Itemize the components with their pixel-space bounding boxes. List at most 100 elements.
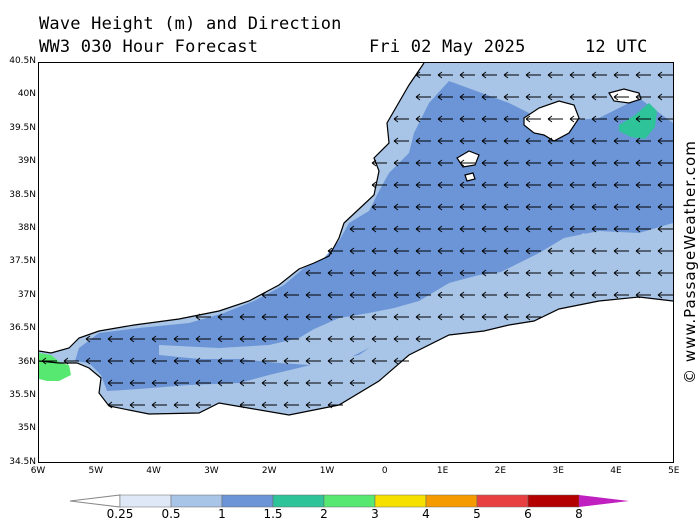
direction-arrow: [239, 313, 255, 321]
direction-arrow: [349, 335, 365, 343]
direction-arrow: [525, 291, 541, 299]
direction-arrow: [283, 291, 299, 299]
direction-arrow: [591, 93, 607, 101]
direction-arrow: [459, 247, 475, 255]
direction-arrow: [635, 71, 651, 79]
direction-arrow: [525, 181, 541, 189]
direction-arrow: [525, 225, 541, 233]
direction-arrow: [613, 159, 629, 167]
direction-arrow: [151, 335, 167, 343]
direction-arrow: [195, 379, 211, 387]
direction-arrow: [283, 401, 299, 409]
direction-arrow: [569, 181, 585, 189]
coastline-africa: [39, 296, 673, 416]
direction-arrow: [503, 313, 519, 321]
direction-arrow: [415, 93, 431, 101]
direction-arrow: [503, 115, 519, 123]
direction-arrow: [525, 71, 541, 79]
wave-map-canvas: [39, 63, 673, 416]
direction-arrow: [525, 115, 541, 123]
color-legend: [70, 494, 629, 508]
direction-arrow: [393, 269, 409, 277]
forecast-label: WW3 030 Hour Forecast: [39, 37, 259, 57]
direction-arrow: [283, 379, 299, 387]
direction-arrow: [393, 225, 409, 233]
direction-arrow: [437, 269, 453, 277]
direction-arrow: [437, 225, 453, 233]
lat-label: 39N: [17, 156, 36, 167]
direction-arrow: [349, 291, 365, 299]
direction-arrow: [437, 313, 453, 321]
wave-map: [38, 62, 674, 463]
direction-arrow: [195, 357, 211, 365]
legend-swatch: [374, 494, 427, 508]
lon-label: 2E: [494, 466, 507, 476]
direction-arrow: [393, 115, 409, 123]
direction-arrow: [437, 247, 453, 255]
legend-swatch: [170, 494, 223, 508]
direction-arrow: [459, 159, 475, 167]
direction-arrow: [85, 335, 101, 343]
direction-arrow: [569, 71, 585, 79]
direction-arrow: [635, 203, 651, 211]
direction-arrow: [415, 269, 431, 277]
direction-arrow: [503, 181, 519, 189]
direction-arrow: [547, 93, 563, 101]
direction-arrow: [547, 225, 563, 233]
direction-arrow: [481, 181, 497, 189]
direction-arrow: [85, 357, 101, 365]
direction-arrow: [635, 269, 651, 277]
direction-arrow: [173, 401, 189, 409]
direction-arrow: [481, 93, 497, 101]
direction-arrow: [327, 379, 343, 387]
direction-arrow: [261, 357, 277, 365]
direction-arrow: [305, 335, 321, 343]
direction-arrow: [327, 357, 343, 365]
direction-arrow: [459, 313, 475, 321]
direction-arrow: [371, 203, 387, 211]
lat-label: 38.5N: [9, 189, 36, 200]
direction-arrow: [613, 181, 629, 189]
lon-label: 3E: [552, 466, 564, 476]
direction-arrow: [459, 115, 475, 123]
direction-arrow: [217, 379, 233, 387]
direction-arrow: [173, 357, 189, 365]
direction-arrow: [305, 291, 321, 299]
direction-arrow: [591, 71, 607, 79]
direction-arrow: [173, 335, 189, 343]
direction-arrow: [393, 159, 409, 167]
lon-label: 4W: [146, 466, 161, 476]
direction-arrow: [657, 269, 673, 277]
island-mallorca: [523, 100, 580, 142]
direction-arrow: [481, 159, 497, 167]
direction-arrow: [151, 379, 167, 387]
direction-arrow: [635, 115, 651, 123]
lon-label: 2W: [261, 466, 277, 476]
coastline-iberia: [39, 63, 425, 354]
direction-arrow: [415, 137, 431, 145]
direction-arrow: [305, 313, 321, 321]
lat-label: 40N: [17, 89, 36, 100]
legend-label: 2: [320, 507, 328, 521]
direction-arrow: [569, 93, 585, 101]
lon-label: 4E: [610, 466, 622, 476]
direction-arrow: [591, 269, 607, 277]
direction-arrow: [547, 115, 563, 123]
lon-label: 0: [381, 466, 388, 476]
direction-arrow: [415, 291, 431, 299]
direction-arrow: [459, 137, 475, 145]
direction-arrow: [657, 247, 673, 255]
direction-arrow: [635, 93, 651, 101]
direction-arrow: [635, 225, 651, 233]
legend-tip-low: [70, 494, 121, 508]
direction-arrow: [547, 71, 563, 79]
direction-arrow: [239, 357, 255, 365]
lat-label: 37.5N: [9, 256, 36, 267]
direction-arrow: [393, 357, 409, 365]
direction-arrow: [481, 203, 497, 211]
direction-arrow: [591, 247, 607, 255]
direction-arrow: [503, 71, 519, 79]
direction-arrow: [415, 71, 431, 79]
direction-arrow: [415, 159, 431, 167]
direction-arrow: [437, 181, 453, 189]
